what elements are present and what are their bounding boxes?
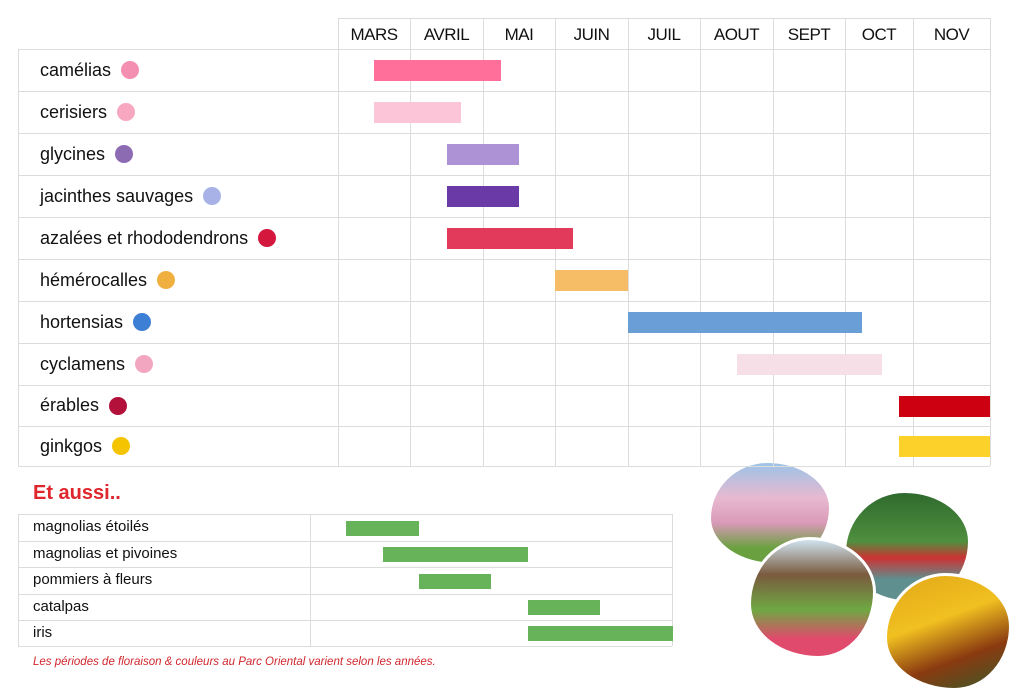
bar-azalées-et-rhododendrons — [446, 228, 574, 249]
also-row-label: magnolias étoilés — [33, 518, 149, 535]
month-label: MAI — [504, 25, 534, 44]
bar-jacinthes-sauvages — [446, 186, 519, 207]
bar-hémérocalles — [555, 270, 628, 291]
bar-glycines — [446, 144, 519, 165]
bluebell-icon — [203, 187, 222, 205]
grid-line — [18, 301, 990, 302]
camellia-icon — [121, 61, 140, 79]
row-label: hémérocalles — [40, 259, 176, 301]
row-label: jacinthes sauvages — [40, 175, 222, 217]
footnote: Les périodes de floraison & couleurs au … — [33, 656, 436, 668]
cherry-blossom-icon — [117, 103, 136, 121]
row-label: glycines — [40, 133, 134, 175]
grid-line — [338, 18, 990, 19]
azalea-icon — [258, 229, 277, 247]
grid-line — [18, 175, 990, 176]
also-row-label: iris — [33, 624, 53, 641]
row-label-text: érables — [40, 395, 100, 415]
grid-line — [18, 466, 990, 467]
also-row-label: pommiers à fleurs — [33, 571, 153, 588]
grid-line — [845, 18, 846, 466]
month-label: AVRIL — [423, 25, 470, 44]
grid-line — [18, 620, 672, 621]
grid-line — [18, 49, 990, 50]
also-title: Et aussi.. — [33, 482, 121, 504]
row-label-text: camélias — [40, 59, 112, 80]
month-label: JUIL — [647, 25, 681, 44]
grid-line — [18, 426, 990, 427]
row-label-text: jacinthes sauvages — [40, 185, 194, 206]
row-label-text: azalées et rhododendrons — [40, 227, 249, 248]
autumn-maple-photo — [884, 573, 1012, 691]
bar-hortensias — [628, 312, 862, 333]
also-bar — [346, 520, 419, 536]
row-label: cyclamens — [40, 343, 154, 385]
grid-line — [18, 49, 19, 466]
grid-line — [18, 133, 990, 134]
grid-line — [18, 514, 19, 646]
cyclamen-icon — [135, 355, 154, 373]
bar-érables — [899, 395, 990, 417]
row-label-text: glycines — [40, 143, 106, 164]
grid-line — [672, 514, 673, 646]
row-label: azalées et rhododendrons — [40, 217, 277, 259]
daylily-icon — [157, 271, 176, 289]
grid-line — [18, 259, 990, 260]
grid-line — [338, 18, 339, 466]
hydrangea-icon — [133, 313, 152, 331]
grid-line — [310, 514, 311, 646]
grid-line — [18, 91, 990, 92]
bar-ginkgos — [899, 436, 990, 457]
grid-line — [700, 18, 701, 466]
grid-line — [18, 646, 672, 647]
grid-line — [18, 343, 990, 344]
grid-line — [18, 385, 990, 386]
row-label-text: cyclamens — [40, 353, 126, 374]
month-label: NOV — [933, 25, 970, 44]
row-label-text: hortensias — [40, 311, 124, 332]
row-label: érables — [40, 385, 128, 426]
grid-line — [628, 18, 629, 466]
month-label: MARS — [350, 25, 398, 44]
maple-leaf-icon — [109, 396, 128, 415]
wisteria-icon — [115, 145, 134, 163]
month-label: JUIN — [573, 25, 610, 44]
also-row-label: catalpas — [33, 598, 89, 615]
also-bar — [418, 573, 492, 589]
grid-line — [18, 567, 672, 568]
cherry-tree-photo — [708, 460, 832, 566]
row-label-text: cerisiers — [40, 101, 108, 122]
also-row-label: magnolias et pivoines — [33, 545, 178, 562]
grid-line — [410, 18, 411, 466]
row-label-text: hémérocalles — [40, 269, 148, 290]
row-label: ginkgos — [40, 426, 131, 466]
grid-line — [18, 217, 990, 218]
bar-cyclamens — [736, 354, 883, 375]
row-label: camélias — [40, 49, 140, 91]
also-bar — [382, 547, 528, 562]
also-bar — [527, 600, 600, 615]
month-label: SEPT — [787, 25, 831, 44]
grid-line — [913, 18, 914, 466]
ginkgo-leaf-icon — [112, 437, 131, 455]
grid-line — [990, 18, 991, 466]
month-label: AOUT — [713, 25, 760, 44]
also-bar — [527, 626, 673, 641]
grid-line — [773, 18, 774, 466]
row-label-text: ginkgos — [40, 435, 103, 456]
grid-line — [18, 514, 672, 515]
bar-cerisiers — [374, 102, 462, 123]
bar-camélias — [374, 60, 501, 81]
grid-line — [18, 541, 672, 542]
month-label: OCT — [861, 25, 897, 44]
tea-house-photo — [748, 537, 876, 659]
row-label: cerisiers — [40, 91, 136, 133]
row-label: hortensias — [40, 301, 152, 343]
grid-line — [18, 594, 672, 595]
